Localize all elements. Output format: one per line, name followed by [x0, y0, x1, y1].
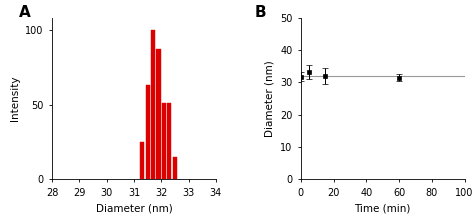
- Bar: [151, 30, 155, 179]
- Y-axis label: Intensity: Intensity: [10, 76, 20, 121]
- X-axis label: Time (min): Time (min): [355, 203, 411, 213]
- X-axis label: Diameter (nm): Diameter (nm): [96, 203, 173, 213]
- Bar: [140, 142, 144, 179]
- Bar: [156, 49, 161, 179]
- Text: A: A: [19, 5, 31, 20]
- Text: B: B: [255, 5, 267, 20]
- Bar: [167, 103, 172, 179]
- Bar: [146, 85, 150, 179]
- Bar: [162, 103, 166, 179]
- Y-axis label: Diameter (nm): Diameter (nm): [264, 60, 274, 137]
- Bar: [173, 157, 177, 179]
